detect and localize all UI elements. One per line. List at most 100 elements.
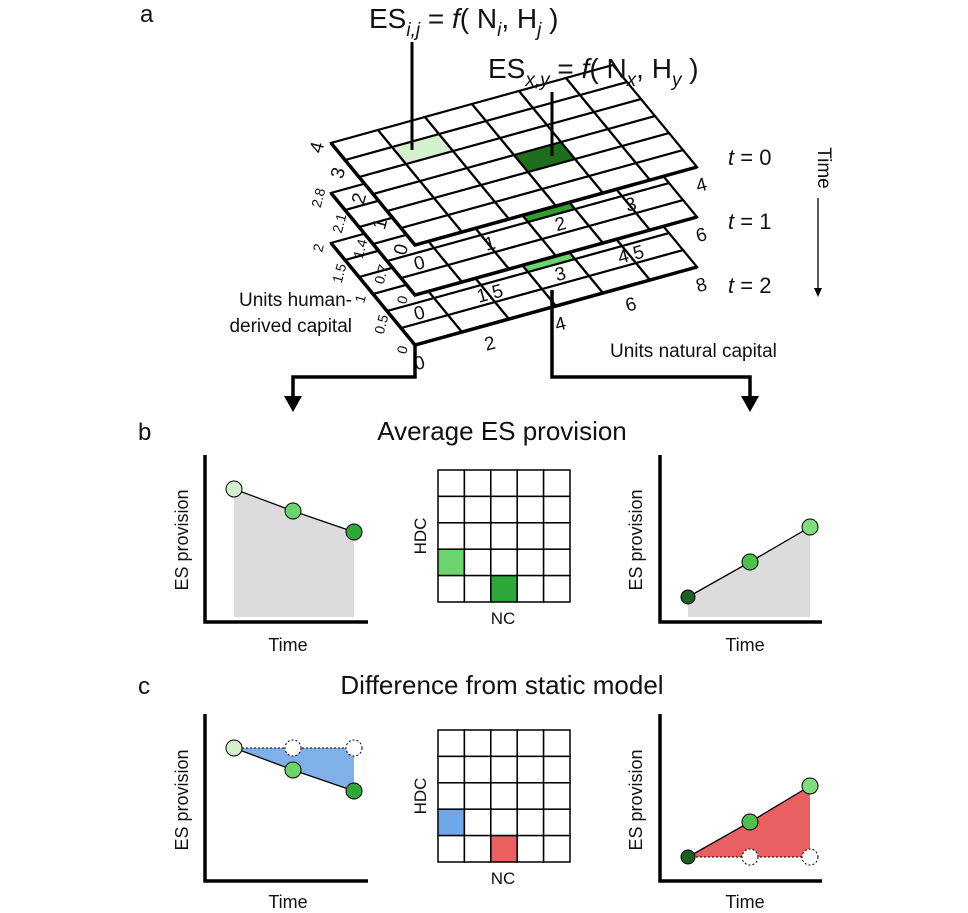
time-value: = 1 [734,209,771,234]
point [284,502,302,520]
layer-stack: 0246800.511.5201.534.5600.71.42.12.80123… [306,63,710,375]
point [680,589,696,605]
equation: ESx,y = f( Nx, Hy ) [488,53,699,91]
grid-cell [463,495,492,524]
grid-cell [542,574,571,603]
chart-left-b: ES provision Time [172,455,368,655]
y-label: ES provision [626,749,646,850]
point [801,777,819,795]
chart-left-c: ES provision Time [172,714,368,912]
human-tick-label: 3 [327,165,350,181]
chart-right-c: ES provision Time [626,714,822,912]
natural-tick-label: 1 [482,233,498,256]
natural-tick-label: 4 [694,174,710,197]
grid-y-label: HDC [411,518,430,555]
equation-part: , H [636,53,672,84]
grid-cell [542,834,571,863]
human-tick-label: 1 [351,293,369,305]
grid-cell [490,574,518,603]
point [680,849,696,865]
grid-cell [516,469,545,498]
natural-tick-label: 2 [553,213,569,236]
human-tick-label: 1 [369,216,392,232]
time-var: t [728,145,735,170]
grid-cell [542,469,571,498]
arrowhead [814,288,822,297]
axes [658,714,822,883]
panel-label: c [138,673,150,700]
natural-tick-label: 3 [623,194,639,217]
grid-cell [437,495,466,524]
human-tick-label: 0 [393,344,411,356]
human-tick-label: 2 [309,242,327,254]
grid-y-label: HDC [411,778,430,815]
point [741,813,759,831]
axes [203,455,368,624]
layer-edge [329,191,698,297]
natural-tick-label: 6 [623,294,639,317]
grid-cell [437,808,466,837]
natural-tick-label: 3 [553,263,569,286]
y-label: ES provision [172,749,192,850]
equation-part: x [626,70,638,91]
equation-part: ( N [460,3,497,34]
human-axis-label: Units human- [239,290,352,311]
grid-cell [542,495,571,524]
arrow [550,290,752,398]
grid-cell [516,495,545,524]
grid-cell [463,469,492,498]
layer: 0 1 2 3 4 0 1 2 3 4 [306,63,710,275]
grid-cell [490,469,518,498]
grid-cell [490,808,518,837]
arrow [291,345,417,398]
grid-x-label: NC [491,609,516,628]
natural-tick-label: 8 [694,274,710,297]
grid-cell [516,834,545,863]
grid-cell [516,548,545,577]
grid-cell [490,522,518,550]
grid-cell [463,548,492,577]
panel-label: a [140,1,154,28]
equation-part: = [420,3,452,34]
grid-cell [490,755,518,784]
equation-part: f [582,53,593,84]
human-tick-label: 2.8 [308,186,329,209]
grid-cell [437,729,466,758]
human-tick-label: 2 [348,191,371,207]
axes [658,455,822,624]
equation-part: x,y [524,70,551,91]
axes [203,714,368,883]
chart-right-b: ES provision Time [626,455,822,655]
equation-part: i,j [406,20,421,41]
natural-tick-label: 4 [553,313,569,336]
x-label: Time [725,892,764,912]
point [284,761,302,779]
panel-label: b [138,419,151,446]
grid-cell [516,574,545,603]
time-var: t [728,209,735,234]
time-var: t [728,273,735,298]
natural-tick-label: 0 [412,252,428,275]
grid-cell [542,548,571,577]
grid-cell [516,782,545,810]
human-axis-label: derived capital [229,316,352,337]
grid-c: HDC NC [411,729,571,888]
time-label: Time [813,147,834,189]
arrowhead [741,396,759,412]
grid-cell [516,729,545,758]
grid-cell [490,548,518,577]
time-step-label: t = 2 [728,273,771,298]
equation-part: ES [488,53,525,84]
area [688,527,810,617]
y-label: ES provision [626,489,646,590]
grid-cell [516,808,545,837]
grid-cell [490,729,518,758]
human-tick-label: 0 [393,294,411,306]
grid-cell [437,834,466,863]
point [345,782,363,800]
grid-cell [463,782,492,810]
grid-cell [463,834,492,863]
grid-cell [542,729,571,758]
grid-cell [437,782,466,810]
